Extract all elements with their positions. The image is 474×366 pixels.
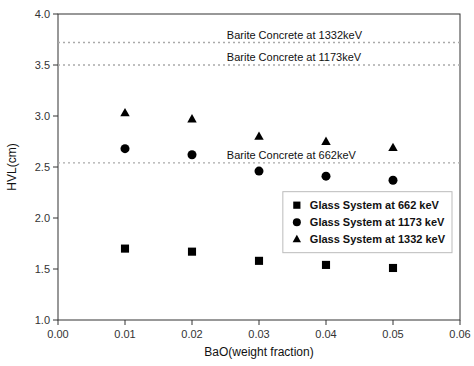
series xyxy=(121,144,398,185)
x-tick xyxy=(125,320,126,325)
legend-box xyxy=(283,192,452,253)
y-tick xyxy=(53,320,58,321)
x-tick-label: 0.03 xyxy=(248,328,269,340)
y-tick-label: 2.0 xyxy=(35,212,50,224)
point xyxy=(389,176,398,185)
x-tick xyxy=(393,320,394,325)
y-tick-label: 1.5 xyxy=(35,263,50,275)
point xyxy=(255,167,264,176)
y-tick xyxy=(53,14,58,15)
y-tick xyxy=(53,116,58,117)
point xyxy=(322,172,331,181)
point xyxy=(389,264,397,272)
y-tick-label: 2.5 xyxy=(35,161,50,173)
legend-marker xyxy=(293,218,301,226)
y-tick xyxy=(53,218,58,219)
legend-marker xyxy=(293,202,300,209)
point xyxy=(187,114,196,122)
x-tick xyxy=(58,320,59,325)
y-axis-label: HVL(cm) xyxy=(5,143,19,190)
x-tick-label: 0.04 xyxy=(315,328,336,340)
y-tick-label: 3.0 xyxy=(35,110,50,122)
series xyxy=(120,108,397,151)
point xyxy=(254,131,263,139)
reference-line xyxy=(58,162,460,163)
x-tick xyxy=(326,320,327,325)
point xyxy=(255,257,263,265)
x-tick-label: 0.02 xyxy=(181,328,202,340)
legend-label: Glass System at 1332 keV xyxy=(310,233,446,245)
legend-marker xyxy=(293,235,301,242)
x-axis: 0.00 0.01 0.02 0.03 0.04 0.05 0.06 xyxy=(47,320,470,340)
x-tick xyxy=(460,320,461,325)
x-tick xyxy=(259,320,260,325)
point xyxy=(322,261,330,269)
point xyxy=(121,144,130,153)
plot-frame xyxy=(58,14,460,320)
reference-line-label: Barite Concrete at 1173keV xyxy=(227,51,362,63)
x-tick-label: 0.05 xyxy=(382,328,403,340)
x-axis-label: BaO(weight fraction) xyxy=(204,345,313,359)
point xyxy=(188,248,196,256)
legend: Glass System at 662 keV Glass System at 1… xyxy=(283,192,452,253)
y-tick xyxy=(53,167,58,168)
y-axis: 1.0 1.5 2.0 2.5 3.0 3.5 4.0 xyxy=(35,8,58,326)
y-tick xyxy=(53,269,58,270)
x-tick-label: 0.06 xyxy=(449,328,470,340)
y-tick-label: 1.0 xyxy=(35,314,50,326)
reference-line-label: Barite Concrete at 662keV xyxy=(227,149,357,161)
x-tick xyxy=(192,320,193,325)
point xyxy=(120,108,129,116)
point xyxy=(388,143,397,151)
x-tick-label: 0.01 xyxy=(114,328,135,340)
y-tick-label: 3.5 xyxy=(35,59,50,71)
reference-line-label: Barite Concrete at 1332keV xyxy=(227,29,363,41)
y-tick-label: 4.0 xyxy=(35,8,50,20)
reference-line xyxy=(58,64,460,65)
point xyxy=(321,137,330,145)
reference-line xyxy=(58,42,460,43)
legend-label: Glass System at 662 keV xyxy=(310,199,440,211)
point xyxy=(188,150,197,159)
x-tick-label: 0.00 xyxy=(47,328,68,340)
chart: 0.00 0.01 0.02 0.03 0.04 0.05 0.06 1.0 1.5 2.0 2.5… xyxy=(0,0,474,366)
y-tick xyxy=(53,65,58,66)
plot-area xyxy=(58,43,460,272)
legend-label: Glass System at 1173 keV xyxy=(310,216,445,228)
point xyxy=(121,245,129,253)
